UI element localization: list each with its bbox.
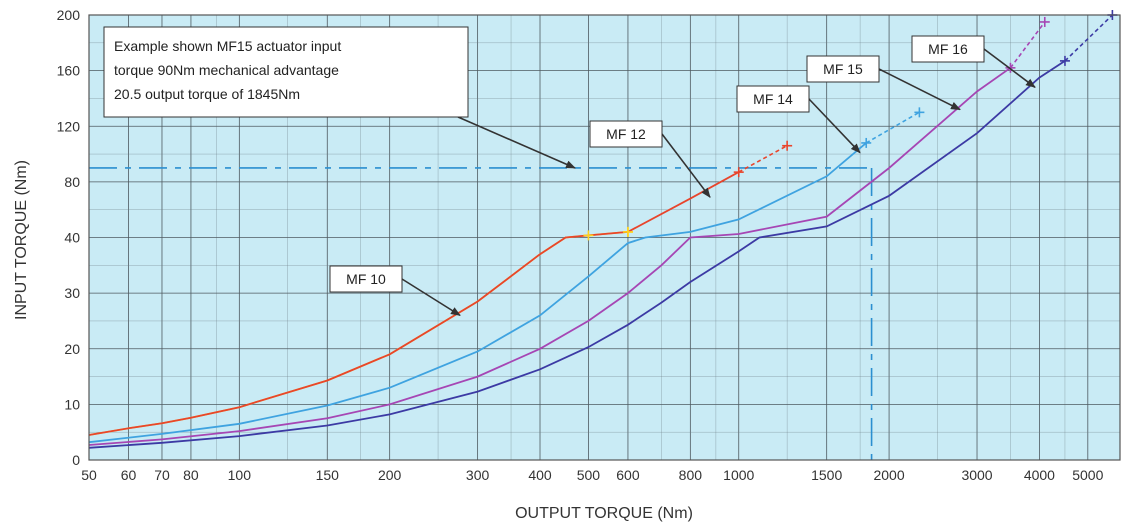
y-tick-label: 10 (64, 396, 80, 412)
series-label: MF 10 (346, 271, 386, 287)
x-tick-label: 1500 (811, 467, 842, 483)
series-extension-mf12 (738, 144, 788, 173)
series-line-mf15 (88, 67, 1012, 446)
y-tick-label: 20 (64, 341, 80, 357)
annotations: MF 10 MF 12 MF 14 MF 15 MF 16 Example shown M… (103, 26, 1036, 317)
x-tick-label: 600 (616, 467, 640, 483)
x-tick-label: 1000 (723, 467, 754, 483)
x-tick-label: 200 (378, 467, 402, 483)
y-tick-label: 0 (72, 452, 80, 468)
y-tick-label: 40 (64, 230, 80, 246)
label-arrow (983, 48, 1036, 88)
x-tick-label: 100 (228, 467, 252, 483)
series-extension-mf15 (1009, 21, 1046, 69)
example-arrow (457, 116, 576, 169)
series-label: MF 12 (606, 126, 646, 142)
series-label: MF 15 (823, 61, 863, 77)
plot-border (88, 14, 1121, 461)
series-label: MF 14 (753, 91, 793, 107)
series-line-mf14 (88, 142, 867, 444)
label-box (329, 265, 403, 293)
x-axis-title: OUTPUT TORQUE (Nm) (515, 505, 693, 522)
series-line-mf12 (88, 171, 740, 436)
y-tick-label: 80 (64, 174, 80, 190)
x-tick-label: 400 (528, 467, 552, 483)
example-text-line: Example shown MF15 actuator input (114, 38, 341, 54)
x-tick-label: 70 (154, 467, 170, 483)
x-tick-label: 3000 (961, 467, 992, 483)
series-line-mf16 (88, 60, 1066, 449)
x-tick-label: 150 (316, 467, 340, 483)
series-extension-mf16 (1064, 14, 1113, 62)
label-box (589, 120, 663, 148)
x-tick-label: 300 (466, 467, 490, 483)
example-guide-lines (89, 167, 873, 460)
x-tick-label: 50 (81, 467, 97, 483)
series-label: MF 16 (928, 41, 968, 57)
x-tick-label: 500 (577, 467, 601, 483)
label-arrow (661, 133, 711, 198)
x-tick-label: 2000 (873, 467, 904, 483)
label-arrow (808, 98, 861, 154)
x-tick-label: 5000 (1072, 467, 1103, 483)
tick-labels: 50 60 70 80 100 150 200 300 400 500 600 800 1000 1500… (57, 7, 1104, 483)
example-text-line: torque 90Nm mechanical advantage (114, 62, 339, 78)
y-tick-label: 160 (57, 63, 81, 79)
y-tick-label: 120 (57, 118, 81, 134)
x-tick-label: 60 (121, 467, 137, 483)
x-tick-label: 800 (679, 467, 703, 483)
example-text-line: 20.5 output torque of 1845Nm (114, 86, 300, 102)
label-arrow (878, 68, 961, 111)
label-box (911, 35, 985, 63)
series-lines (88, 10, 1118, 449)
y-axis-title: INPUT TORQUE (Nm) (13, 160, 30, 320)
y-tick-label: 200 (57, 7, 81, 23)
label-box (736, 85, 810, 113)
x-tick-label: 4000 (1024, 467, 1055, 483)
label-box (806, 55, 880, 83)
label-arrow (401, 278, 461, 317)
example-text-box (103, 26, 469, 118)
x-tick-label: 80 (183, 467, 199, 483)
series-extension-mf14 (865, 111, 920, 144)
y-tick-label: 30 (64, 285, 80, 301)
